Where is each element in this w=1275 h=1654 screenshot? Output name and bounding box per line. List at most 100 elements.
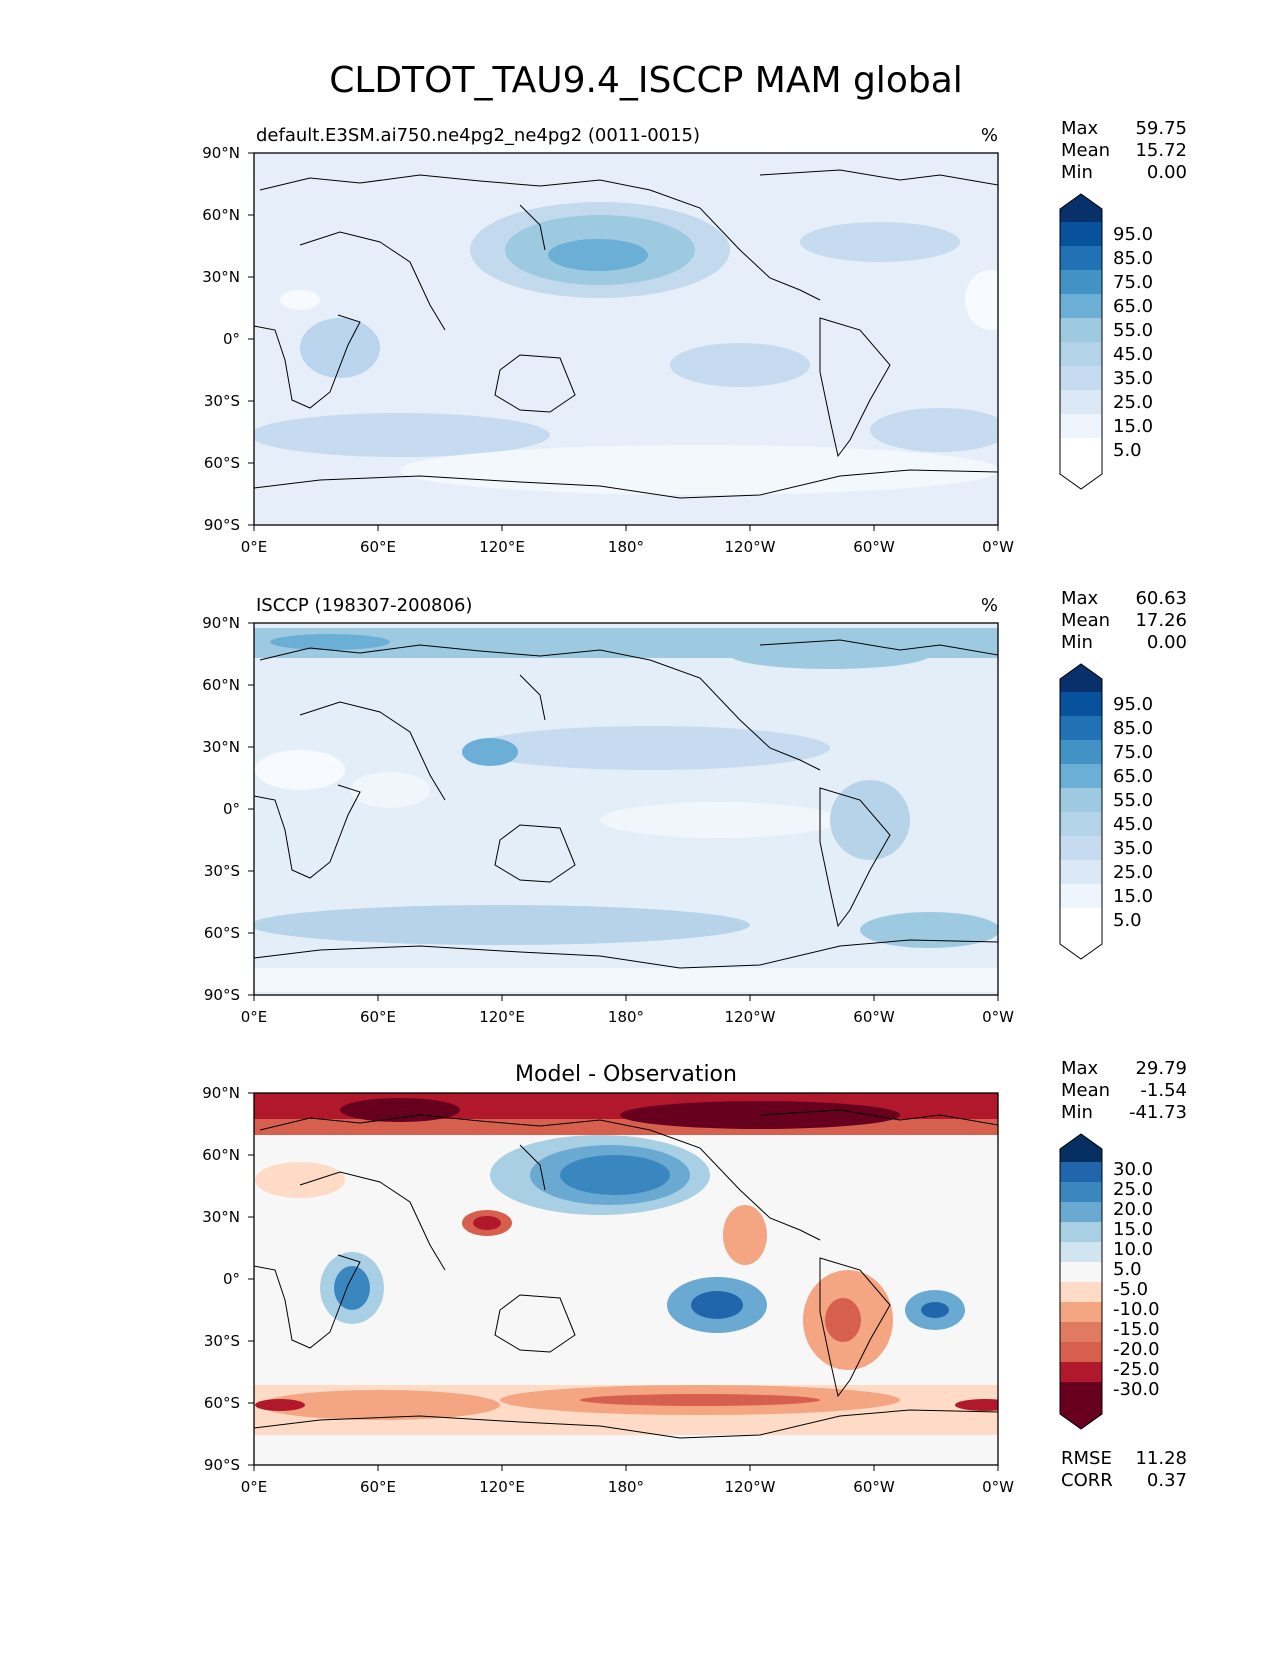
lat-tick-label: 90°S	[204, 516, 240, 534]
lon-tick-label: 120°E	[479, 1478, 525, 1496]
colorbar-label: 55.0	[1113, 790, 1153, 811]
lat-tick-label: 60°S	[204, 454, 240, 472]
colorbar-label: 5.0	[1113, 910, 1142, 931]
lat-tick-label: 30°S	[204, 1332, 240, 1350]
lat-tick-label: 60°S	[204, 924, 240, 942]
stat-label: Min	[1061, 1102, 1093, 1123]
colorbar-segments	[1060, 1134, 1102, 1429]
colorbar-label: -15.0	[1113, 1319, 1160, 1340]
colorbar-segment	[1060, 1202, 1102, 1223]
stat-value: 0.00	[1147, 162, 1187, 183]
lon-tick-label: 0°W	[982, 538, 1014, 556]
stat-label: Min	[1061, 162, 1093, 183]
colorbar-label: 20.0	[1113, 1199, 1153, 1220]
panel-diff-ticks	[248, 1092, 999, 1471]
colorbar-labels: 95.0 85.0 75.0 65.0 55.0 45.0 35.0 25.0 …	[1113, 224, 1153, 461]
panel-diff-coastlines	[254, 1109, 998, 1439]
panel-obs-left-title: ISCCP (198307-200806)	[256, 595, 472, 616]
colorbar-segment	[1060, 692, 1102, 717]
colorbar-label: 65.0	[1113, 766, 1153, 787]
colorbar-segment	[1060, 1342, 1102, 1363]
colorbar-segment	[1060, 836, 1102, 861]
colorbar-segment	[1060, 438, 1102, 489]
colorbar-segment	[1060, 390, 1102, 415]
colorbar-label: 95.0	[1113, 694, 1153, 715]
colorbar-label: 85.0	[1113, 248, 1153, 269]
lat-tick-label: 90°S	[204, 1456, 240, 1474]
stat-label: Min	[1061, 632, 1093, 653]
colorbar-segment	[1060, 1282, 1102, 1303]
lat-tick-label: 0°	[223, 330, 240, 348]
colorbar-label: -30.0	[1113, 1379, 1160, 1400]
lon-tick-label: 180°	[608, 1478, 644, 1496]
stat-label: CORR	[1061, 1470, 1113, 1491]
colorbar-labels: 95.0 85.0 75.0 65.0 55.0 45.0 35.0 25.0 …	[1113, 694, 1153, 931]
colorbar-segment	[1060, 1362, 1102, 1383]
stat-value: 17.26	[1135, 610, 1187, 631]
panel-obs-map	[254, 623, 998, 995]
colorbar-segment	[1060, 414, 1102, 439]
panel-model-lat-axis: 90°N 60°N 30°N 0° 30°S 60°S 90°S	[202, 144, 240, 534]
lon-tick-label: 60°W	[853, 1478, 895, 1496]
colorbar-label: 5.0	[1113, 440, 1142, 461]
panel-obs-lon-axis: 0°E 60°E 120°E 180° 120°W 60°W 0°W	[241, 1008, 1014, 1026]
colorbar-label: -20.0	[1113, 1339, 1160, 1360]
panel-model-left-title: default.E3SM.ai750.ne4pg2_ne4pg2 (0011-0…	[256, 125, 700, 146]
panel-obs-coastlines	[254, 639, 998, 969]
lat-tick-label: 90°S	[204, 986, 240, 1004]
colorbar-segment	[1060, 908, 1102, 959]
colorbar-outline	[1059, 193, 1103, 490]
colorbar-segment	[1060, 764, 1102, 789]
colorbar-outline	[1059, 663, 1103, 960]
panel-diff-lat-axis: 90°N 60°N 30°N 0° 30°S 60°S 90°S	[202, 1084, 240, 1474]
lat-tick-label: 90°N	[202, 1084, 240, 1102]
colorbar-label: 55.0	[1113, 320, 1153, 341]
lat-tick-label: 90°N	[202, 614, 240, 632]
lat-tick-label: 0°	[223, 800, 240, 818]
colorbar-segment	[1060, 222, 1102, 247]
figure-title: CLDTOT_TAU9.4_ISCCP MAM global	[329, 60, 963, 101]
lat-tick-label: 30°N	[202, 268, 240, 286]
lat-tick-label: 60°S	[204, 1394, 240, 1412]
panel-model-ticks	[248, 152, 999, 531]
colorbar-label: 45.0	[1113, 814, 1153, 835]
stat-label: Max	[1061, 588, 1099, 609]
panel-obs-ticks	[248, 622, 999, 1001]
colorbar-labels: 30.0 25.0 20.0 15.0 10.0 5.0 -5.0 -10.0 …	[1113, 1159, 1160, 1400]
stat-label: RMSE	[1061, 1448, 1112, 1469]
panel-obs: ISCCP (198307-200806) %	[202, 588, 1187, 1026]
colorbar-segment	[1060, 884, 1102, 909]
lon-tick-label: 180°	[608, 538, 644, 556]
lon-tick-label: 120°E	[479, 538, 525, 556]
panel-model-stats: Max 59.75 Mean 15.72 Min 0.00	[1061, 118, 1187, 183]
panel-diff-extra-stats: RMSE 11.28 CORR 0.37	[1061, 1448, 1187, 1491]
panel-diff-lon-axis: 0°E 60°E 120°E 180° 120°W 60°W 0°W	[241, 1478, 1014, 1496]
colorbar-label: 25.0	[1113, 862, 1153, 883]
colorbar-segment	[1060, 1262, 1102, 1283]
colorbar-segment	[1060, 294, 1102, 319]
stat-value: 11.28	[1135, 1448, 1187, 1469]
colorbar-label: -10.0	[1113, 1299, 1160, 1320]
colorbar-label: 25.0	[1113, 1179, 1153, 1200]
colorbar-segment	[1060, 270, 1102, 295]
colorbar-segment	[1060, 1134, 1102, 1162]
lon-tick-label: 60°E	[360, 1008, 396, 1026]
lon-tick-label: 0°W	[982, 1008, 1014, 1026]
colorbar-segment	[1060, 1242, 1102, 1263]
panel-obs-lat-axis: 90°N 60°N 30°N 0° 30°S 60°S 90°S	[202, 614, 240, 1004]
panel-model-units: %	[981, 125, 998, 146]
colorbar-label: 45.0	[1113, 344, 1153, 365]
lon-tick-label: 60°E	[360, 1478, 396, 1496]
panel-model-map	[254, 153, 998, 525]
stat-value: 29.79	[1135, 1058, 1187, 1079]
lon-tick-label: 0°E	[241, 538, 268, 556]
lon-tick-label: 0°E	[241, 1008, 268, 1026]
lon-tick-label: 60°W	[853, 538, 895, 556]
panel-model-colorbar: 95.0 85.0 75.0 65.0 55.0 45.0 35.0 25.0 …	[1059, 193, 1153, 490]
panel-diff-stats: Max 29.79 Mean -1.54 Min -41.73	[1061, 1058, 1187, 1123]
colorbar-label: 25.0	[1113, 392, 1153, 413]
stat-label: Max	[1061, 118, 1099, 139]
stat-value: 15.72	[1135, 140, 1187, 161]
lon-tick-label: 120°W	[725, 1008, 776, 1026]
